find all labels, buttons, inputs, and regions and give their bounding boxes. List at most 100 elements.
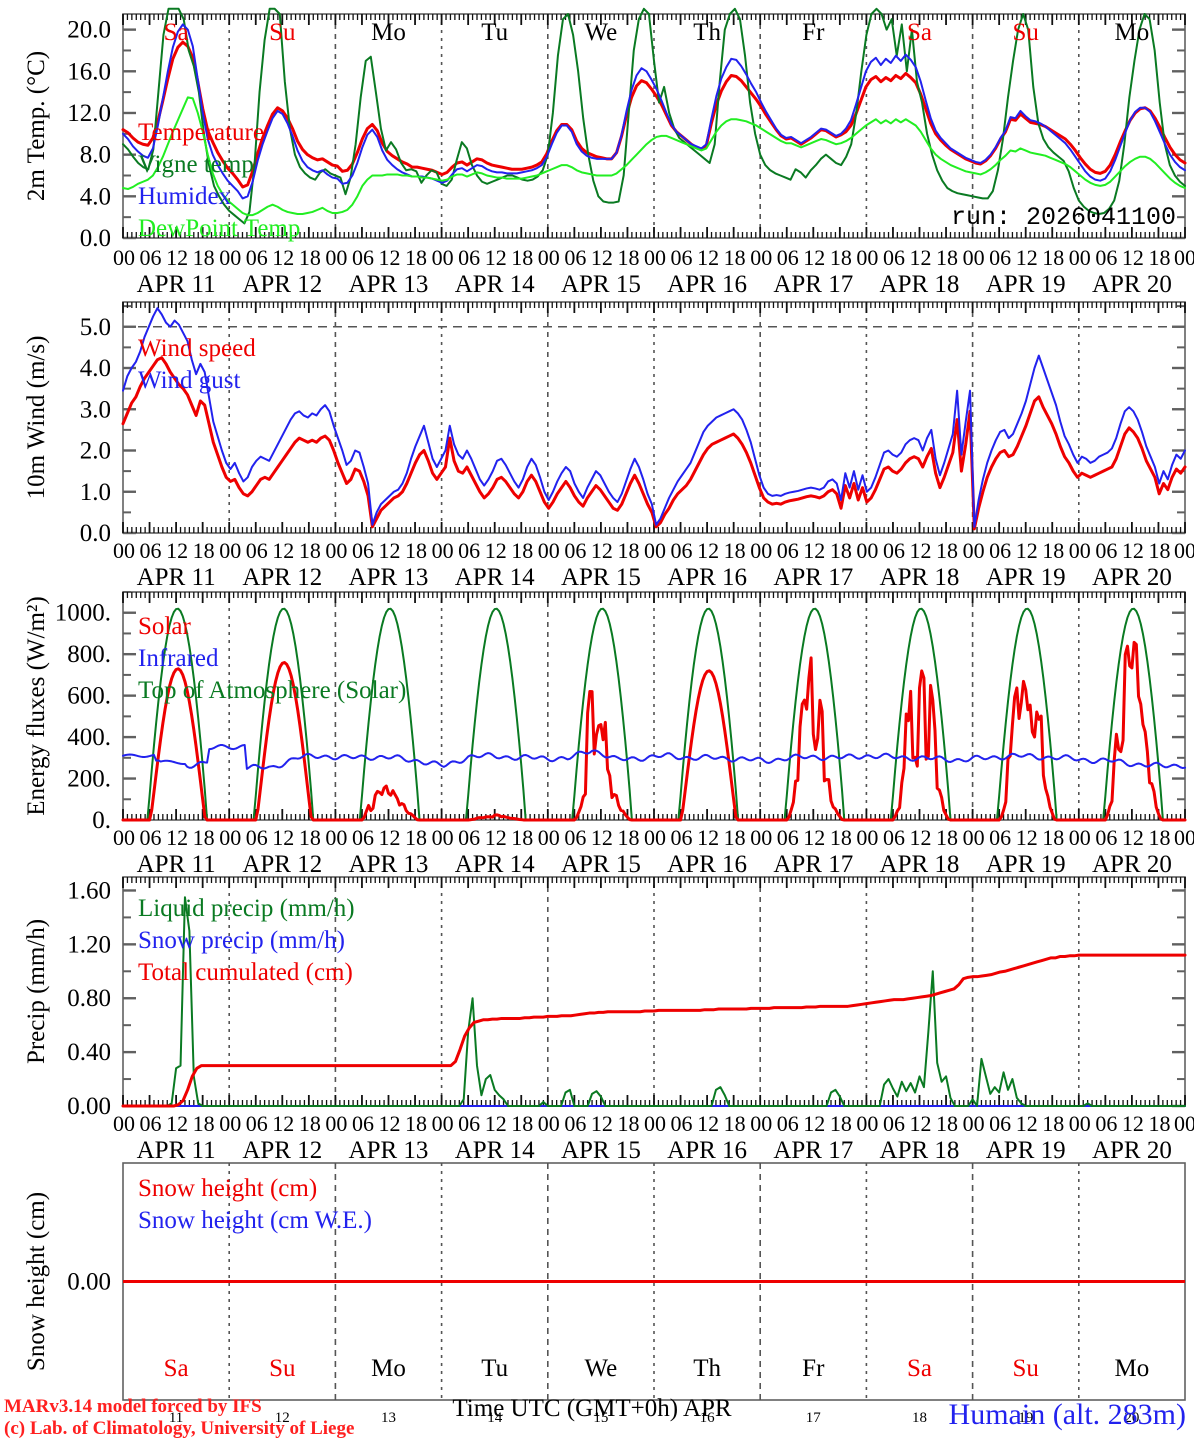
- hour-tick-label: 00: [432, 1111, 454, 1136]
- hour-tick-label: 18: [193, 538, 215, 563]
- hour-tick-label: 18: [724, 538, 746, 563]
- panel-wind: 0.0 1.0 2.0 3.0 4.0 5.0 10m Wind (m/s): [23, 301, 1187, 547]
- energy-ytick-label: 400.: [67, 724, 111, 751]
- legend-entry: Infrared: [138, 645, 219, 672]
- hour-tick-label: 06: [246, 825, 268, 850]
- hour-tick-label: 00: [325, 825, 347, 850]
- temperature-ytick-label: 12.0: [67, 100, 111, 127]
- snow-ytick-label: 0.00: [67, 1269, 111, 1296]
- temperature-yaxis-title: 2m Temp. (°C): [23, 51, 50, 201]
- hour-tick-label: 12: [697, 825, 719, 850]
- day-name-label-bottom: Mo: [1115, 1355, 1150, 1382]
- precip-yaxis-title: Precip (mm/h): [23, 919, 50, 1064]
- hour-tick-label: 12: [591, 825, 613, 850]
- day-number-label: 13: [381, 1410, 396, 1426]
- hour-tick-label: 18: [193, 245, 215, 270]
- hour-tick-label: 06: [883, 245, 905, 270]
- day-label: APR 13: [349, 271, 429, 298]
- hour-tick-label: 00: [750, 825, 772, 850]
- day-number-label: 16: [700, 1410, 716, 1426]
- day-number-label: 14: [487, 1410, 503, 1426]
- hour-tick-label: 06: [140, 1111, 162, 1136]
- hour-tick-label: 06: [140, 245, 162, 270]
- day-number-label: 20: [1124, 1410, 1139, 1426]
- legend-entry: Wind gust: [138, 367, 241, 394]
- wind-yaxis-title: 10m Wind (m/s): [23, 336, 50, 500]
- wind-ytick-label: 4.0: [80, 355, 111, 382]
- legend-entry: DewPoint Temp: [138, 215, 300, 242]
- day-name-label: We: [585, 19, 618, 46]
- hour-tick-label: 12: [1016, 825, 1038, 850]
- day-label: APR 19: [986, 1137, 1066, 1164]
- hour-tick-label: 06: [352, 245, 374, 270]
- legend-entry: Humidex: [138, 183, 232, 210]
- hour-tick-label: 12: [910, 825, 932, 850]
- hour-tick-label: 18: [617, 245, 639, 270]
- wind-ytick-label: 1.0: [80, 479, 111, 506]
- day-name-label: Sa: [907, 19, 932, 46]
- hour-tick-label: 00: [113, 245, 135, 270]
- hour-tick-label: 06: [1095, 538, 1117, 563]
- hour-tick-label: 06: [989, 245, 1011, 270]
- hour-tick-label: 00: [325, 538, 347, 563]
- run-label: run: 2026041100: [951, 203, 1176, 232]
- hour-tick-label: 18: [511, 538, 533, 563]
- day-name-label-bottom: Su: [269, 1355, 296, 1382]
- hour-tick-label: 18: [1148, 538, 1170, 563]
- legend-entry: Liquid precip (mm/h): [138, 895, 355, 922]
- day-label: APR 19: [986, 851, 1066, 878]
- hour-tick-label: 12: [697, 245, 719, 270]
- day-label: APR 12: [242, 271, 322, 298]
- hour-tick-label: 06: [458, 538, 480, 563]
- series-wind-speed: [121, 356, 1187, 531]
- day-name-label: Mo: [1115, 19, 1150, 46]
- legend-entry: Snow height (cm W.E.): [138, 1207, 372, 1234]
- day-name-label-bottom: Fr: [802, 1355, 825, 1382]
- footer-copyright-line: (c) Lab. of Climatology, University of L…: [4, 1418, 354, 1439]
- day-label: APR 18: [880, 1137, 960, 1164]
- hour-tick-label: 06: [883, 1111, 905, 1136]
- hour-tick-label: 00: [963, 538, 985, 563]
- day-label: APR 14: [455, 271, 535, 298]
- hour-tick-label: 18: [511, 1111, 533, 1136]
- hour-tick-label: 12: [166, 245, 188, 270]
- hour-tick-label: 06: [246, 538, 268, 563]
- hour-tick-label: 12: [803, 245, 825, 270]
- series-total-cumulated: [121, 953, 1187, 1108]
- hour-tick-label: 06: [1095, 245, 1117, 270]
- day-label: APR 11: [137, 271, 216, 298]
- hour-tick-label: 18: [830, 538, 852, 563]
- hour-tick-label: 18: [193, 825, 215, 850]
- hour-tick-label: 00: [963, 825, 985, 850]
- hour-tick-label: 12: [166, 1111, 188, 1136]
- hour-tick-label: 00: [219, 538, 241, 563]
- hour-tick-label: 18: [299, 538, 321, 563]
- hour-tick-label: 00: [644, 538, 666, 563]
- hour-tick-label: 06: [140, 538, 162, 563]
- hour-tick-label: 00: [538, 538, 560, 563]
- hour-tick-label: 06: [883, 538, 905, 563]
- hour-tick-label: 12: [485, 538, 507, 563]
- hour-tick-label: 18: [830, 1111, 852, 1136]
- hour-tick-label: 12: [1122, 825, 1144, 850]
- precip-ytick-label: 1.20: [67, 931, 111, 958]
- hour-tick-label: 00: [644, 1111, 666, 1136]
- hour-tick-label: 12: [272, 538, 294, 563]
- hour-tick-label: 12: [379, 245, 401, 270]
- hour-tick-label: 00: [856, 1111, 878, 1136]
- precip-ytick-label: 0.40: [67, 1039, 111, 1066]
- legend-entry: Top of Atmosphere (Solar): [138, 677, 406, 704]
- day-number-label: 15: [593, 1410, 608, 1426]
- hour-tick-label: 12: [1122, 245, 1144, 270]
- day-name-label: Sa: [164, 19, 189, 46]
- hour-tick-label: 18: [299, 245, 321, 270]
- legend-entry: Snow height (cm): [138, 1175, 317, 1202]
- hour-tick-label: 00: [856, 825, 878, 850]
- series-liquid-precip: [122, 896, 1186, 1107]
- hour-tick-label: 06: [671, 825, 693, 850]
- day-label: APR 13: [349, 851, 429, 878]
- hour-tick-label: 18: [405, 538, 427, 563]
